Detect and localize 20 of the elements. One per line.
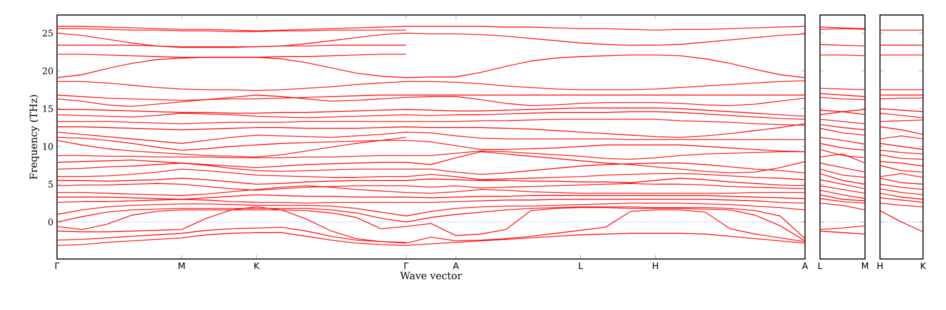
- x-tick-label: Γ: [55, 262, 60, 270]
- x-axis-title: Wave vector: [400, 272, 462, 280]
- x-tick-label: K: [920, 262, 926, 270]
- x-tick-label: H: [878, 262, 883, 270]
- x-tick-label: L: [818, 262, 822, 270]
- y-tick-label: 10: [43, 143, 53, 150]
- x-tick-label: K: [254, 262, 260, 270]
- x-tick-label: Γ: [404, 262, 409, 270]
- x-tick-label: L: [578, 262, 584, 270]
- y-axis-title: Frequency (THz): [29, 95, 40, 180]
- x-tick-label: A: [802, 262, 808, 270]
- x-tick-label: H: [652, 262, 658, 270]
- y-tick-label: 5: [48, 180, 53, 188]
- x-tick-label: M: [862, 262, 868, 270]
- x-tick-label: M: [178, 262, 185, 270]
- y-tick-label: 20: [42, 68, 53, 74]
- y-tick-label: 25: [42, 30, 53, 37]
- y-tick-label: 0: [48, 218, 53, 226]
- x-tick-label: A: [452, 262, 459, 270]
- y-tick-label: 15: [43, 105, 53, 112]
